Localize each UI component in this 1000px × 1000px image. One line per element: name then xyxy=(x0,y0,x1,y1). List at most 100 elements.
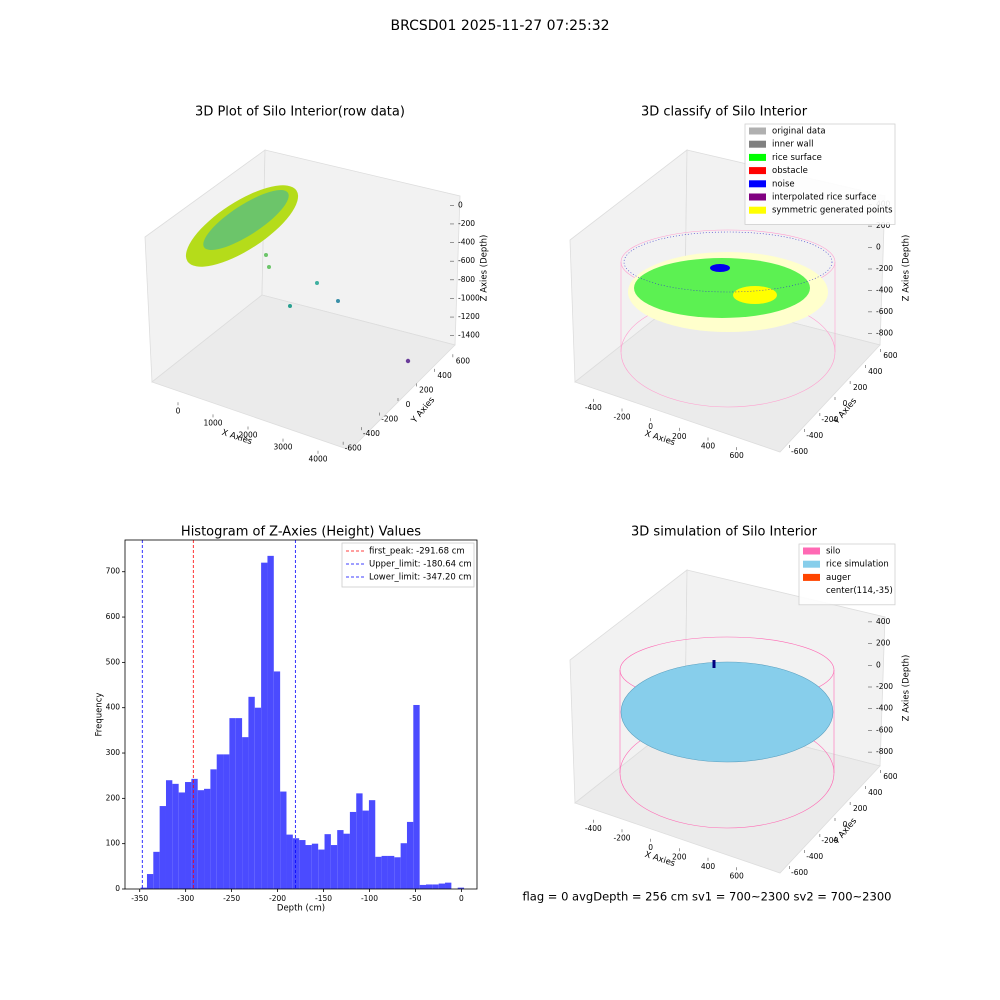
axis-label: Z Axies (Depth) xyxy=(902,235,912,302)
y-tick-label: 200 xyxy=(106,793,121,802)
y-tick-label: 300 xyxy=(106,748,121,757)
z-tick-label: -400 xyxy=(876,285,893,294)
bar xyxy=(305,845,312,889)
silo-simulation xyxy=(619,636,835,829)
bar xyxy=(172,783,179,889)
y-axis-label: Frequency xyxy=(95,693,105,737)
z-tick-label: -600 xyxy=(876,725,893,734)
bar xyxy=(406,821,414,889)
y-tick-label: 400 xyxy=(868,788,883,797)
x-tick-label: -50 xyxy=(409,894,421,903)
bar xyxy=(368,800,376,889)
y-tick-label: 500 xyxy=(106,657,121,666)
z-tick-label: 0 xyxy=(876,243,881,252)
obstacle xyxy=(710,264,730,272)
legend-label: original data xyxy=(772,127,826,137)
legend-label: rice surface xyxy=(772,153,822,163)
legend-swatch xyxy=(749,206,766,214)
y-tick-label: 0 xyxy=(406,400,411,409)
x-tick-label: 0 xyxy=(648,422,653,431)
bar xyxy=(362,810,369,889)
x-tick-label: -400 xyxy=(585,824,602,833)
bar xyxy=(273,671,281,889)
point xyxy=(288,304,292,308)
y-tick-label: 400 xyxy=(868,367,883,376)
z-tick-label: -600 xyxy=(458,256,475,265)
wall xyxy=(623,231,833,293)
surface xyxy=(634,258,810,318)
bar xyxy=(286,834,293,889)
point-cloud-raw xyxy=(185,185,411,364)
bar xyxy=(425,884,433,889)
y-tick-label: 0 xyxy=(843,399,848,408)
z-tick-label: 200 xyxy=(876,221,891,230)
legend-label: noise xyxy=(772,179,795,189)
legend-box xyxy=(744,123,896,225)
z-tick-label: 200 xyxy=(876,639,891,648)
bar xyxy=(349,811,357,889)
x-tick-label: 600 xyxy=(730,871,745,880)
bar xyxy=(445,882,452,889)
x-tick-label: 2000 xyxy=(238,431,257,440)
legend-label: obstacle xyxy=(772,166,808,176)
z-tick-label: -800 xyxy=(876,747,893,756)
legend-label: interpolated rice surface xyxy=(772,193,877,203)
x-tick-label: -400 xyxy=(585,403,602,412)
bar xyxy=(432,884,439,889)
y-tick-label: 700 xyxy=(106,567,121,576)
legend-swatch xyxy=(803,560,820,568)
bar xyxy=(191,778,198,889)
chart-title: 3D simulation of Silo Interior xyxy=(631,525,818,540)
y-tick-label: -200 xyxy=(821,415,838,424)
axis-label: Y Axies xyxy=(409,395,437,426)
z-tick-label: 0 xyxy=(876,660,881,669)
legend-label: Lower_limit: -347.20 cm xyxy=(369,573,471,583)
y-tick-label: 600 xyxy=(883,772,898,781)
y-tick-label: 600 xyxy=(106,612,121,621)
y-tick-label: 0 xyxy=(115,884,120,893)
legend-swatch xyxy=(749,167,766,175)
x-tick-label: -300 xyxy=(177,894,194,903)
bar xyxy=(324,834,331,889)
bar xyxy=(394,857,401,889)
legend-label: rice simulation xyxy=(826,560,889,570)
x-tick-label: 1000 xyxy=(203,418,222,427)
bar xyxy=(413,704,420,889)
rice-surface xyxy=(620,661,834,763)
legend-label: inner wall xyxy=(772,140,813,150)
bar xyxy=(248,696,255,889)
z-tick-label: -800 xyxy=(458,275,475,284)
x-tick-label: -250 xyxy=(223,894,240,903)
suptitle: BRCSD01 2025-11-27 07:25:32 xyxy=(390,18,609,34)
y-tick-label: 200 xyxy=(853,804,868,813)
z-tick-label: -400 xyxy=(876,704,893,713)
legend-swatch xyxy=(803,573,820,581)
y-tick-label: -600 xyxy=(791,447,808,456)
chart-title: 3D Plot of Silo Interior(row data) xyxy=(195,105,405,120)
x-tick-label: 200 xyxy=(672,852,687,861)
axis-label: Z Axies (Depth) xyxy=(480,235,490,302)
bar xyxy=(254,707,262,889)
point xyxy=(264,253,268,257)
y-tick-label: 0 xyxy=(843,820,848,829)
y-tick-label: -200 xyxy=(381,415,398,424)
z-tick-label: -600 xyxy=(876,307,893,316)
z-tick-label: -1400 xyxy=(458,331,480,340)
y-tick-label: 600 xyxy=(456,356,471,365)
bar xyxy=(223,754,230,889)
axis-label: Z Axies (Depth) xyxy=(902,655,912,722)
z-tick-label: 400 xyxy=(876,617,891,626)
y-tick-label: -400 xyxy=(363,429,380,438)
y-tick-label: -600 xyxy=(791,868,808,877)
y-tick-label: -400 xyxy=(806,852,823,861)
bar xyxy=(292,838,300,889)
legend-label: Upper_limit: -180.64 cm xyxy=(369,560,472,570)
y-tick-label: -400 xyxy=(806,431,823,440)
legend-swatch xyxy=(749,153,766,161)
panel-1-panes xyxy=(144,149,461,451)
bar xyxy=(235,718,243,889)
x-tick-label: -350 xyxy=(131,894,148,903)
x-tick-label: -200 xyxy=(269,894,286,903)
y-tick-label: 200 xyxy=(419,385,434,394)
